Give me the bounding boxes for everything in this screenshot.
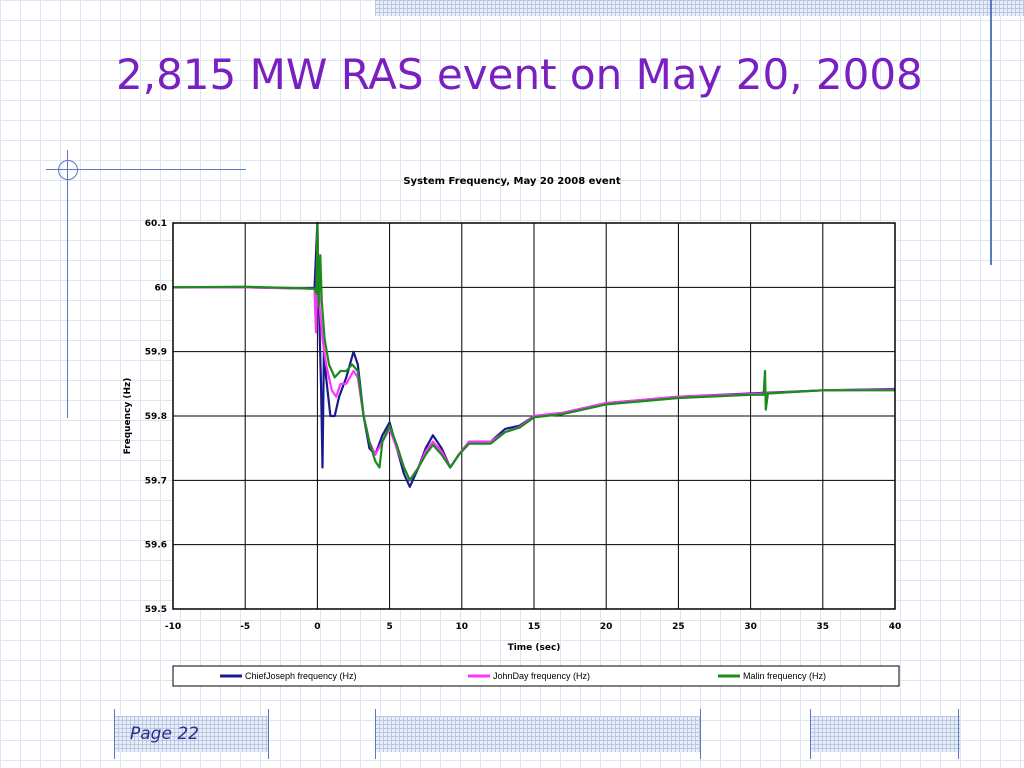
x-tick-label: -5 (240, 622, 250, 632)
x-tick-label: 10 (456, 622, 469, 632)
footer-rule-4 (700, 709, 701, 759)
y-tick-label: 59.9 (145, 348, 167, 358)
x-axis-label: Time (sec) (508, 643, 561, 653)
x-tick-label: 35 (817, 622, 830, 632)
x-tick-label: 30 (744, 622, 757, 632)
series-line-2 (172, 221, 895, 482)
y-axis-label: Frequency (Hz) (123, 378, 133, 455)
left-decor-circle (58, 160, 78, 180)
y-tick-label: 60.1 (145, 219, 167, 229)
top-right-decor-rule (990, 0, 992, 265)
slide-title: 2,815 MW RAS event on May 20, 2008 (116, 50, 923, 99)
footer-right-box (810, 716, 960, 752)
left-decor-horizontal-rule (46, 169, 246, 170)
left-decor-vertical-rule (67, 150, 68, 418)
chart-title: System Frequency, May 20 2008 event (403, 176, 620, 187)
y-tick-label: 59.7 (145, 476, 167, 486)
y-tick-label: 59.6 (145, 541, 167, 551)
footer-left-box (114, 716, 268, 752)
footer-mid-box (375, 716, 700, 752)
x-tick-label: -10 (165, 622, 181, 632)
x-tick-label: 0 (314, 622, 320, 632)
x-tick-label: 40 (889, 622, 902, 632)
y-tick-label: 59.5 (145, 605, 167, 615)
x-tick-label: 25 (672, 622, 685, 632)
footer-rule-1 (114, 709, 115, 759)
page-number: Page 22 (130, 724, 199, 744)
x-tick-label: 20 (600, 622, 613, 632)
legend-entry: JohnDay frequency (Hz) (493, 671, 590, 681)
y-tick-label: 60 (154, 283, 167, 293)
footer-rule-6 (958, 709, 959, 759)
footer-rule-3 (375, 709, 376, 759)
y-tick-label: 59.8 (145, 412, 167, 422)
plot-border (172, 222, 896, 610)
axis-ticks: -10 -5 0 5 10 15 20 25 30 35 40 59.5 59.6 59.7 59.8 59.… (145, 219, 901, 632)
legend-entry: ChiefJoseph frequency (Hz) (245, 671, 357, 681)
footer-rule-5 (810, 709, 811, 759)
top-right-decor-band (375, 0, 1024, 16)
legend-box (172, 665, 900, 687)
legend-entry: Malin frequency (Hz) (743, 671, 826, 681)
legend: ChiefJoseph frequency (Hz) JohnDay freque… (220, 671, 826, 681)
x-tick-label: 15 (528, 622, 541, 632)
footer-rule-2 (268, 709, 269, 759)
series-lines (172, 221, 896, 488)
x-tick-label: 5 (386, 622, 392, 632)
